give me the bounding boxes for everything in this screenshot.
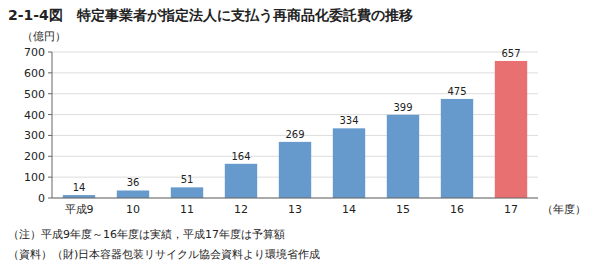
y-tick-label: 200	[24, 150, 45, 163]
bar	[171, 187, 203, 198]
data-label: 164	[231, 151, 250, 162]
y-tick-label: 100	[24, 171, 45, 184]
x-tick-label: 平成9	[65, 203, 94, 216]
y-tick	[48, 52, 52, 53]
y-tick-label: 700	[24, 46, 45, 59]
x-tick-label: 10	[126, 203, 140, 216]
data-label: 269	[285, 129, 304, 140]
x-tick-label: 12	[234, 203, 248, 216]
bar	[279, 142, 311, 198]
x-tick-label: 13	[288, 203, 302, 216]
x-axis: 平成9 10 11 12 13 14 15 16 17	[65, 203, 519, 216]
y-tick-label: 400	[24, 109, 45, 122]
page: {"chart_data": {"type": "bar", "title": …	[0, 0, 600, 274]
x-tick-label: 16	[450, 203, 464, 216]
bar	[387, 115, 419, 198]
bar	[117, 190, 149, 198]
y-tick-label: 300	[24, 129, 45, 142]
y-tick	[48, 198, 52, 199]
data-label: 399	[393, 102, 412, 113]
note: （資料）（財)日本容器包装リサイクル協会資料より環境省作成	[8, 248, 320, 261]
x-axis-label: （年度）	[542, 203, 586, 216]
grid-line	[52, 52, 538, 53]
y-tick	[48, 114, 52, 115]
y-tick-label: 0	[38, 192, 45, 205]
y-axis: 0 100 200 300 400 500 600 700	[24, 46, 52, 205]
bar	[495, 61, 527, 198]
x-tick-label: 11	[180, 203, 194, 216]
data-label: 14	[73, 182, 86, 193]
y-tick	[48, 177, 52, 178]
grid	[52, 52, 538, 198]
grid-line	[52, 72, 538, 73]
x-tick-label: 15	[396, 203, 410, 216]
y-axis-label: （億円）	[22, 30, 66, 43]
x-tick-label: 14	[342, 203, 356, 216]
y-tick	[48, 72, 52, 73]
data-label: 657	[501, 48, 520, 59]
grid-line	[52, 198, 538, 199]
bar	[225, 164, 257, 198]
y-tick	[48, 135, 52, 136]
y-tick-label: 500	[24, 88, 45, 101]
bar	[441, 99, 473, 198]
y-tick	[48, 93, 52, 94]
y-tick	[48, 156, 52, 157]
data-label: 475	[447, 86, 466, 97]
data-label: 51	[181, 174, 194, 185]
title: 2-1-4図 特定事業者が指定法人に支払う再商品化委託費の推移	[8, 7, 413, 24]
note: （注）平成9年度～16年度は実績，平成17年度は予算額	[8, 228, 285, 241]
data-labels: 14 36 51 164 269 334 399 475 657	[73, 48, 521, 193]
y-axis-line	[52, 52, 53, 198]
x-tick-label: 17	[504, 203, 518, 216]
bars	[63, 61, 527, 198]
data-label: 36	[127, 177, 140, 188]
x-axis-line	[52, 198, 538, 199]
chart-svg: 2-1-4図 特定事業者が指定法人に支払う再商品化委託費の推移 0 100 200 30…	[0, 0, 600, 274]
y-tick-label: 600	[24, 67, 45, 80]
chart-container: 2-1-4図 特定事業者が指定法人に支払う再商品化委託費の推移 0 100 200 30…	[0, 0, 600, 274]
data-label: 334	[339, 115, 358, 126]
bar	[333, 128, 365, 198]
